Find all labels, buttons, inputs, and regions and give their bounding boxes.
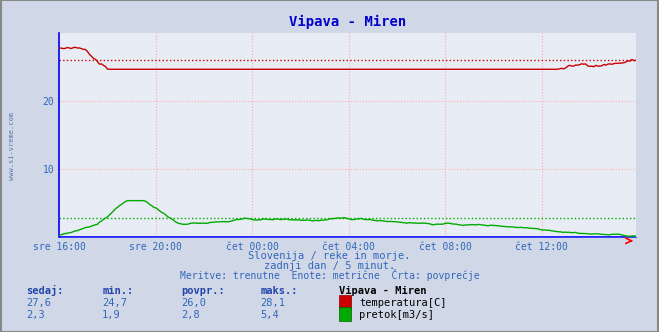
Text: pretok[m3/s]: pretok[m3/s] (359, 310, 434, 320)
Text: temperatura[C]: temperatura[C] (359, 298, 447, 308)
Text: maks.:: maks.: (260, 286, 298, 296)
Text: Meritve: trenutne  Enote: metrične  Črta: povprečje: Meritve: trenutne Enote: metrične Črta: … (180, 269, 479, 281)
Text: 27,6: 27,6 (26, 298, 51, 308)
Text: sedaj:: sedaj: (26, 285, 64, 296)
Text: Vipava - Miren: Vipava - Miren (339, 286, 427, 296)
Text: www.si-vreme.com: www.si-vreme.com (9, 112, 14, 180)
Text: 24,7: 24,7 (102, 298, 127, 308)
Text: 5,4: 5,4 (260, 310, 279, 320)
Text: Slovenija / reke in morje.: Slovenija / reke in morje. (248, 251, 411, 261)
Text: povpr.:: povpr.: (181, 286, 225, 296)
Title: Vipava - Miren: Vipava - Miren (289, 15, 406, 29)
Text: 28,1: 28,1 (260, 298, 285, 308)
Text: 2,3: 2,3 (26, 310, 45, 320)
Text: zadnji dan / 5 minut.: zadnji dan / 5 minut. (264, 261, 395, 271)
Text: 26,0: 26,0 (181, 298, 206, 308)
Text: 2,8: 2,8 (181, 310, 200, 320)
Text: min.:: min.: (102, 286, 133, 296)
Text: 1,9: 1,9 (102, 310, 121, 320)
